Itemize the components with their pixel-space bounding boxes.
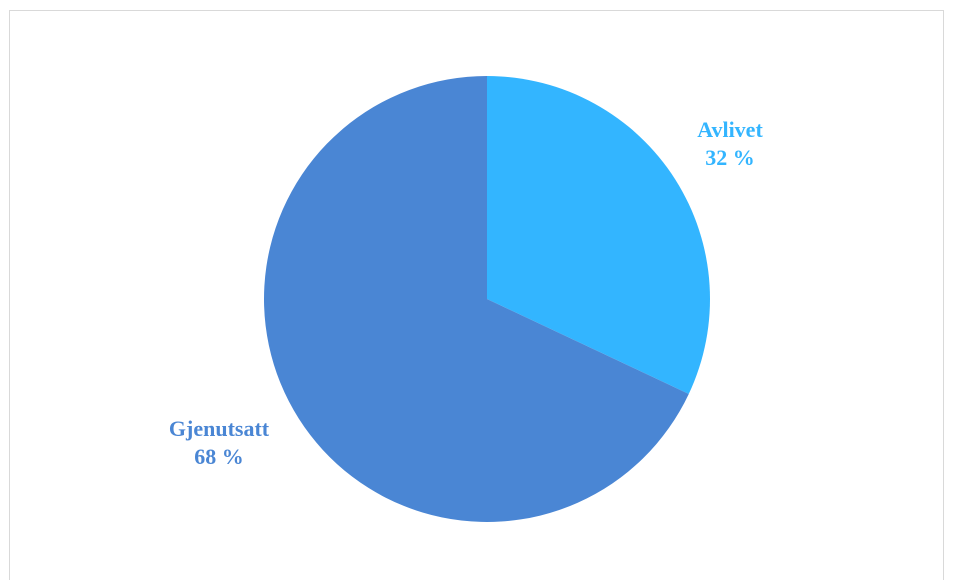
slice-value-avlivet: 32 % [705,145,755,170]
slice-label-gjenutsatt: Gjenutsatt [169,416,270,441]
pie-slice-gjenutsatt [264,76,689,522]
slice-label-avlivet: Avlivet [697,117,763,142]
pie-slice-avlivet [487,76,710,394]
slice-value-gjenutsatt: 68 % [194,444,244,469]
